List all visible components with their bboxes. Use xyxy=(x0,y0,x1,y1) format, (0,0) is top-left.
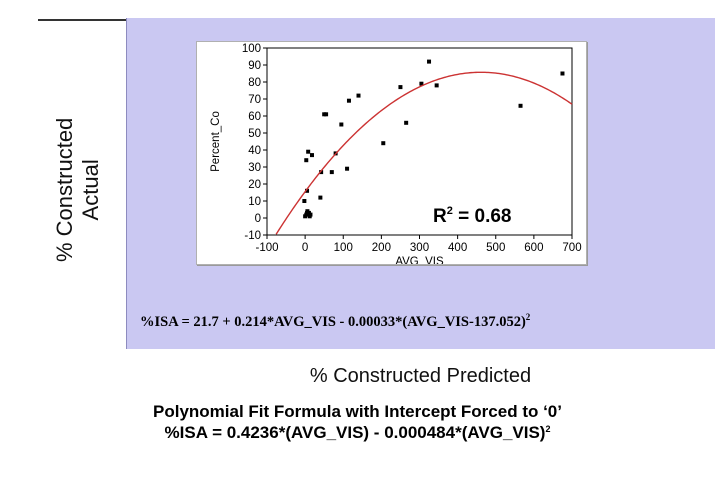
x-axis-label: AVG_VIS xyxy=(395,256,444,264)
r-squared-annotation: R2 = 0.68 xyxy=(433,205,512,227)
data-point xyxy=(319,170,324,175)
y-tick-label: -10 xyxy=(244,230,261,242)
y-tick-label: 10 xyxy=(248,196,261,208)
data-point xyxy=(318,195,323,200)
outer-y-axis-label: % Constructed Actual xyxy=(52,118,104,262)
y-tick-label: 100 xyxy=(242,43,261,55)
data-point xyxy=(398,85,403,90)
data-point xyxy=(304,158,309,163)
y-tick-label: 60 xyxy=(248,111,261,123)
data-point xyxy=(434,83,439,88)
caption-formula-text: %ISA = 0.4236*(AVG_VIS) - 0.000484*(AVG_… xyxy=(164,423,546,442)
data-point xyxy=(305,188,310,193)
data-point xyxy=(356,93,361,98)
y-tick-label: 0 xyxy=(255,213,261,225)
inner-plot-frame: -10 0 10 20 30 40 50 60 70 80 90 100 -100 0 100 200 300 4… xyxy=(196,41,587,268)
data-point xyxy=(419,81,424,86)
caption-formula-exponent: 2 xyxy=(545,424,551,434)
x-tick-label: 700 xyxy=(562,242,581,254)
fit-equation-text: %ISA = 21.7 + 0.214*AVG_VIS - 0.00033*(A… xyxy=(140,314,526,330)
caption-formula: %ISA = 0.4236*(AVG_VIS) - 0.000484*(AVG_… xyxy=(0,423,715,443)
fit-curve xyxy=(275,71,573,235)
fit-equation: %ISA = 21.7 + 0.214*AVG_VIS - 0.00033*(A… xyxy=(140,312,530,331)
y-tick-label: 50 xyxy=(248,128,261,140)
plot-area-border xyxy=(266,47,573,236)
y-tick-label: 70 xyxy=(248,94,261,106)
data-point xyxy=(305,209,310,214)
outer-x-axis-label: % Constructed Predicted xyxy=(309,365,532,387)
y-tick-label: 90 xyxy=(248,60,261,72)
r-squared-exponent: 2 xyxy=(447,205,453,217)
caption-title: Polynomial Fit Formula with Intercept Fo… xyxy=(153,402,562,421)
data-point xyxy=(339,122,344,127)
y-tick-label: 40 xyxy=(248,145,261,157)
outer-y-axis-label-line1: % Constructed xyxy=(52,117,77,262)
outer-y-axis-label-line2: Actual xyxy=(78,159,103,221)
x-tick-label: 500 xyxy=(486,242,505,254)
y-tick-label: 30 xyxy=(248,162,261,174)
data-point xyxy=(346,98,351,103)
fit-equation-exponent: 2 xyxy=(525,312,531,322)
data-point xyxy=(381,141,386,146)
data-point xyxy=(309,153,314,158)
data-point xyxy=(308,212,313,217)
y-tick-label: 80 xyxy=(248,77,261,89)
data-point xyxy=(404,120,409,125)
x-tick-label: 400 xyxy=(448,242,467,254)
data-point xyxy=(306,149,311,154)
x-tick-label: 200 xyxy=(372,242,391,254)
x-tick-label: 600 xyxy=(524,242,543,254)
x-tick-label: 100 xyxy=(334,242,353,254)
data-point xyxy=(518,103,523,108)
data-point xyxy=(345,166,350,171)
data-point xyxy=(427,59,432,64)
x-tick-label: 300 xyxy=(410,242,429,254)
y-tick-label: 20 xyxy=(248,179,261,191)
data-point xyxy=(560,71,565,76)
x-tick-label: -100 xyxy=(255,242,278,254)
y-axis-label: Percent_Co xyxy=(210,111,222,172)
data-point xyxy=(302,199,307,203)
x-tick-label: 0 xyxy=(302,242,308,254)
data-point xyxy=(324,112,329,117)
r-squared-value: = 0.68 xyxy=(453,206,512,227)
r-squared-letter: R xyxy=(433,206,447,227)
data-point xyxy=(329,170,334,175)
